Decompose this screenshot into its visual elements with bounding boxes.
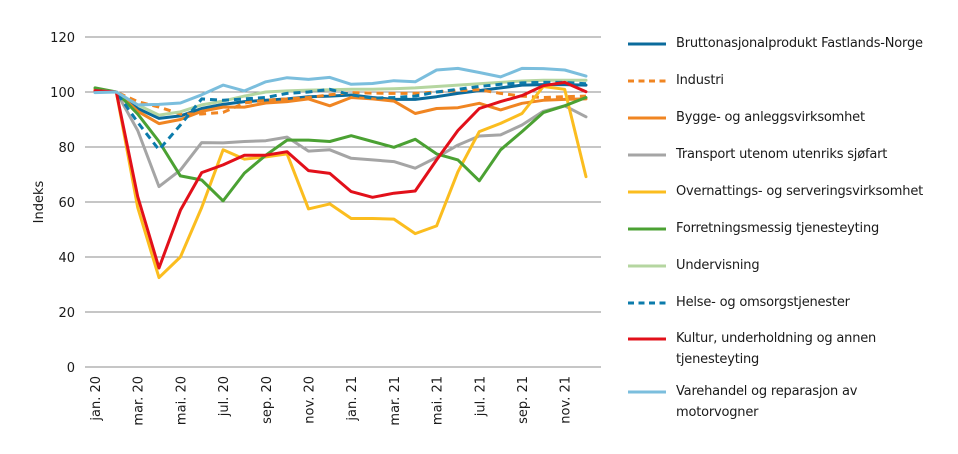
- x-tick-label: sep. 20: [260, 376, 275, 424]
- legend-label-line: Transport utenom utenriks sjøfart: [676, 147, 888, 162]
- series-line-5: [93, 86, 588, 203]
- series-lines: [93, 66, 588, 280]
- legend-label-line: Bruttonasjonalprodukt Fastlands-Norge: [676, 36, 923, 51]
- legend: Bruttonasjonalprodukt Fastlands-Norge Ind…: [627, 33, 957, 423]
- legend-item: Helse- og omsorgstjenester: [627, 292, 957, 313]
- legend-label: Varehandel og reparasjon av motorvogner: [676, 381, 857, 423]
- legend-label: Overnattings- og serveringsvirksomhet: [676, 181, 923, 202]
- x-tick-label: mai. 21: [431, 376, 446, 425]
- series-line-8: [93, 80, 588, 270]
- legend-label: Forretningsmessig tjenesteyting: [676, 218, 879, 239]
- y-tick-label: 40: [58, 251, 75, 266]
- legend-swatch: [627, 218, 667, 234]
- legend-swatch: [627, 381, 667, 397]
- legend-item: Bygge- og anleggsvirksomhet: [627, 107, 957, 128]
- x-tick-label: sep. 21: [516, 376, 531, 424]
- legend-label: Bruttonasjonalprodukt Fastlands-Norge: [676, 33, 923, 54]
- x-tick-label: nov. 21: [559, 376, 574, 424]
- legend-label-line: Industri: [676, 73, 724, 88]
- series-line-7: [94, 80, 587, 152]
- series-line-2: [93, 87, 588, 126]
- legend-label: Transport utenom utenriks sjøfart: [676, 144, 887, 165]
- x-tick-label: jul. 21: [473, 376, 488, 417]
- x-tick-label: jan. 21: [345, 376, 360, 422]
- y-axis-title: Indeks: [32, 180, 47, 223]
- legend-label-line: Helse- og omsorgstjenester: [676, 295, 850, 310]
- legend-label-line: motorvogner: [676, 405, 759, 420]
- x-tick-label: jan. 20: [89, 376, 104, 422]
- y-tick-label: 100: [50, 86, 75, 101]
- x-tick-label: mar. 21: [388, 376, 403, 426]
- legend-label: Industri: [676, 70, 724, 91]
- legend-label-line: Forretningsmessig tjenesteyting: [676, 221, 880, 236]
- y-tick-label: 0: [67, 361, 75, 376]
- legend-swatch: [627, 181, 667, 197]
- legend-item: Industri: [627, 70, 957, 91]
- legend-label-line: tjenesteyting: [676, 352, 760, 367]
- legend-label-line: Overnattings- og serveringsvirksomhet: [676, 184, 924, 199]
- legend-label: Helse- og omsorgstjenester: [676, 292, 850, 313]
- legend-swatch: [627, 70, 667, 86]
- x-tick-label: mar. 20: [132, 376, 147, 426]
- legend-swatch: [627, 33, 667, 49]
- x-axis-ticks: jan. 20 mar. 20 mai. 20 jul. 20 sep. 20 nov. …: [89, 376, 574, 426]
- series-line-4: [93, 85, 588, 280]
- y-tick-label: 20: [58, 306, 75, 321]
- legend-item: Forretningsmessig tjenesteyting: [627, 218, 957, 239]
- legend-label-line: Varehandel og reparasjon av: [676, 384, 858, 399]
- y-tick-label: 80: [58, 141, 75, 156]
- x-tick-label: jul. 20: [217, 376, 232, 417]
- legend-item: Overnattings- og serveringsvirksomhet: [627, 181, 957, 202]
- legend-swatch: [627, 107, 667, 123]
- legend-label: Kultur, underholdning og annen tjenesteyt…: [676, 328, 876, 370]
- legend-item: Bruttonasjonalprodukt Fastlands-Norge: [627, 33, 957, 54]
- y-tick-label: 60: [58, 196, 75, 211]
- series-line-6: [93, 78, 588, 117]
- legend-item: Varehandel og reparasjon av motorvogner: [627, 381, 957, 423]
- legend-label-line: Bygge- og anleggsvirksomhet: [676, 110, 865, 125]
- legend-label-line: Kultur, underholdning og annen: [676, 331, 877, 346]
- legend-swatch: [627, 328, 667, 344]
- y-axis-ticks: 0 20 40 60 80 100 120: [50, 31, 75, 376]
- legend-item: Kultur, underholdning og annen tjenesteyt…: [627, 328, 957, 370]
- series-line-0: [93, 83, 588, 120]
- y-tick-label: 120: [50, 31, 75, 46]
- legend-item: Transport utenom utenriks sjøfart: [627, 144, 957, 165]
- x-tick-label: nov. 20: [302, 376, 317, 424]
- series-line-9: [93, 66, 588, 107]
- legend-label: Undervisning: [676, 255, 760, 276]
- legend-swatch: [627, 255, 667, 271]
- legend-swatch: [627, 144, 667, 160]
- legend-label: Bygge- og anleggsvirksomhet: [676, 107, 865, 128]
- legend-item: Undervisning: [627, 255, 957, 276]
- x-tick-label: mai. 20: [174, 376, 189, 425]
- legend-swatch: [627, 292, 667, 308]
- legend-label-line: Undervisning: [676, 258, 760, 273]
